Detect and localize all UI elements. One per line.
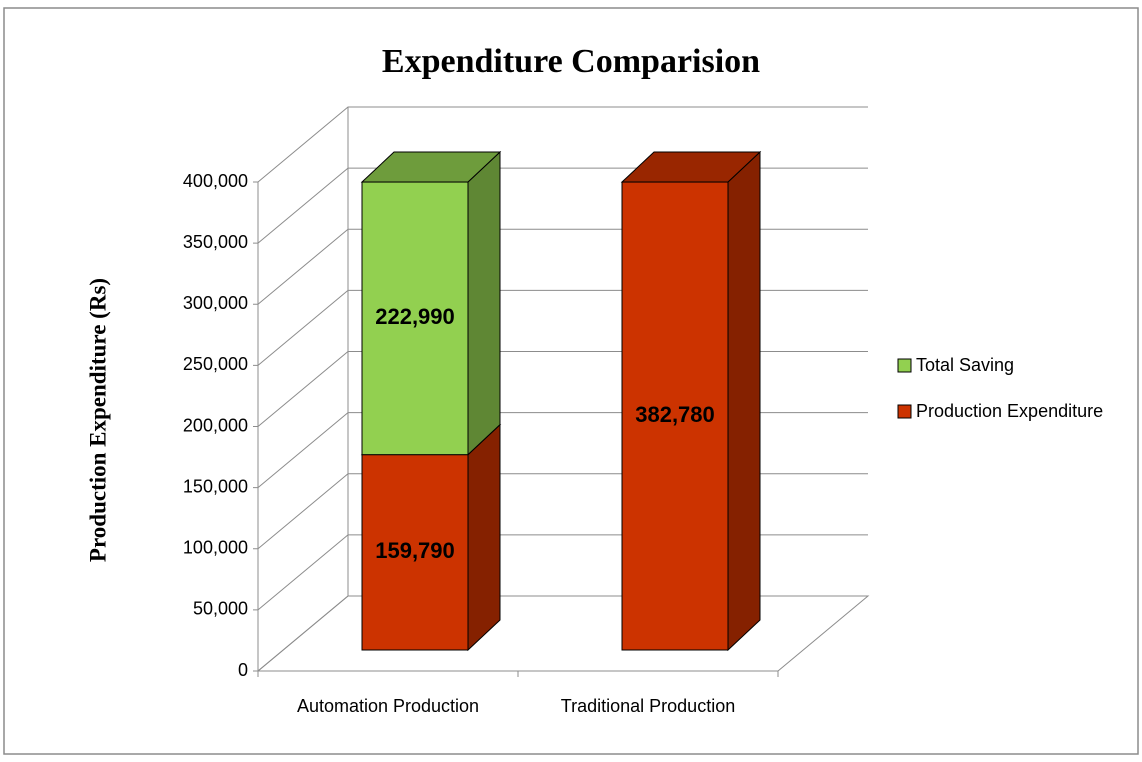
x-tick-label: Automation Production (297, 696, 479, 716)
y-tick-label: 300,000 (183, 293, 248, 313)
y-tick-label: 350,000 (183, 232, 248, 252)
bar-side (467, 150, 501, 456)
y-tick-label: 0 (238, 660, 248, 680)
y-tick-label: 200,000 (183, 415, 248, 435)
y-axis-label: Production Expenditure (Rs) (85, 278, 110, 562)
bar (361, 181, 469, 456)
y-tick-label: 250,000 (183, 354, 248, 374)
x-tick-label: Traditional Production (561, 696, 735, 716)
bar (621, 181, 729, 651)
data-label: 222,990 (375, 304, 455, 329)
data-label: 159,790 (375, 538, 455, 563)
legend-swatch (897, 358, 912, 373)
y-tick-label: 100,000 (183, 538, 248, 558)
data-label: 382,780 (635, 402, 715, 427)
chart-title: Expenditure Comparision (382, 43, 760, 80)
bar (361, 454, 469, 651)
y-tick-label: 400,000 (183, 171, 248, 191)
bar-side (467, 423, 501, 652)
y-tick-label: 50,000 (193, 599, 248, 619)
legend-label: Total Saving (916, 355, 1014, 375)
legend-swatch (897, 404, 912, 419)
bar-side (727, 150, 761, 652)
legend-label: Production Expenditure (916, 401, 1103, 421)
y-tick-label: 150,000 (183, 476, 248, 496)
chart-border (3, 7, 1139, 755)
grid-line (257, 106, 868, 183)
